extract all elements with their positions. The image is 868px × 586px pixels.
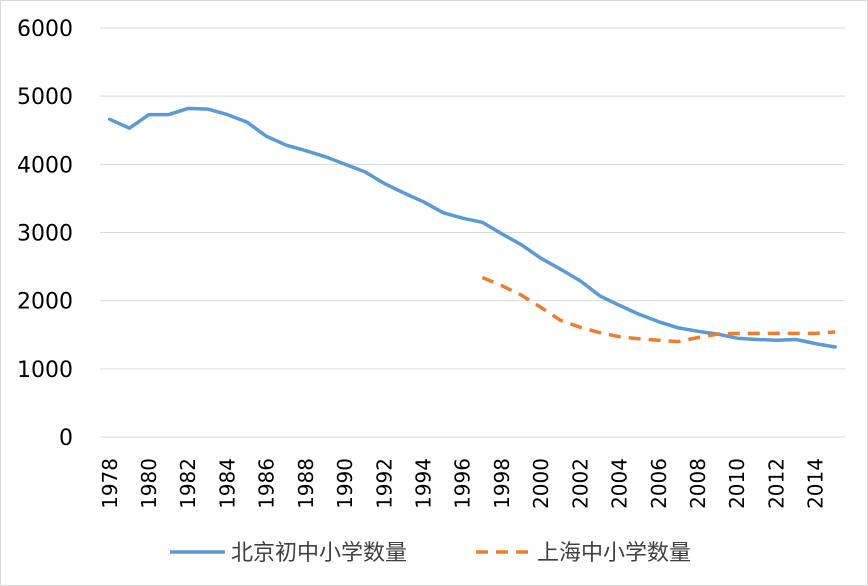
x-tick-label: 2006 <box>647 458 671 509</box>
x-tick-label: 1978 <box>98 458 122 509</box>
legend: 北京初中小学数量 上海中小学数量 <box>170 541 691 566</box>
x-tick-label: 2014 <box>804 458 828 509</box>
x-tick-label: 1980 <box>137 458 161 509</box>
x-tick-label: 1996 <box>451 458 475 509</box>
x-axis-ticks: 1978 1980 1982 1984 1986 1988 1990 1992 1994 1996… <box>98 458 828 509</box>
x-tick-label: 1982 <box>176 458 200 509</box>
y-tick-label: 6000 <box>17 17 73 42</box>
series-line-0 <box>108 106 837 349</box>
x-tick-label: 2010 <box>725 458 749 509</box>
x-tick-label: 1992 <box>372 458 396 509</box>
legend-label-1: 上海中小学数量 <box>537 541 691 566</box>
x-tick-label: 2000 <box>529 458 553 509</box>
y-tick-label: 2000 <box>17 290 73 315</box>
x-tick-label: 1990 <box>333 458 357 509</box>
gridlines <box>100 27 845 438</box>
y-tick-label: 3000 <box>17 222 73 247</box>
x-tick-label: 1984 <box>215 458 239 509</box>
x-tick-label: 2012 <box>764 458 788 509</box>
y-tick-label: 1000 <box>17 358 73 383</box>
x-tick-label: 1994 <box>411 458 435 509</box>
legend-label-0: 北京初中小学数量 <box>231 541 407 566</box>
x-tick-label: 2008 <box>686 458 710 509</box>
y-tick-label: 4000 <box>17 153 73 178</box>
x-tick-label: 1986 <box>255 458 279 509</box>
x-tick-label: 1998 <box>490 458 514 509</box>
y-tick-label: 5000 <box>17 85 73 110</box>
y-tick-label: 0 <box>59 426 73 451</box>
x-tick-label: 2004 <box>608 458 632 509</box>
x-tick-label: 2002 <box>568 458 592 509</box>
y-axis-ticks: 0 1000 2000 3000 4000 5000 6000 <box>17 17 73 451</box>
series-line-1 <box>481 275 836 344</box>
x-tick-label: 1988 <box>294 458 318 509</box>
series-lines <box>108 106 837 349</box>
